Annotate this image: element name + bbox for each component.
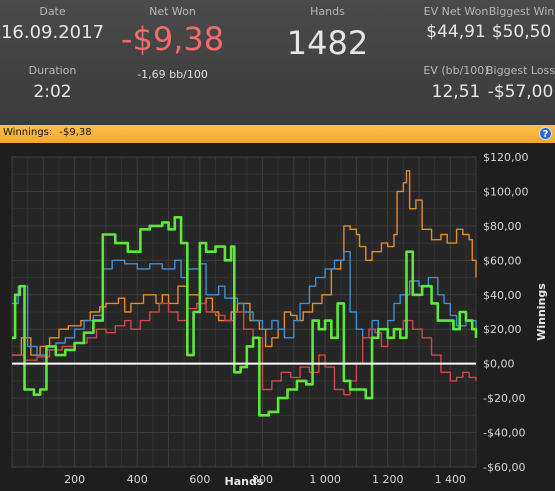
y-tick-label: -$40,00: [483, 427, 525, 440]
y-tick-label: $100,00: [483, 185, 529, 198]
x-tick-label: 400: [127, 473, 148, 486]
y-tick-label: $80,00: [483, 220, 522, 233]
y-tick-label: -$20,00: [483, 392, 525, 405]
duration-label: Duration: [28, 64, 77, 77]
y-axis-title: Winnings: [535, 283, 548, 341]
ev-net-won-value: $44,91: [426, 22, 486, 42]
y-tick-label: $0,00: [483, 358, 515, 371]
hands-label: Hands: [310, 5, 345, 18]
biggest-loss-label: Biggest Loss: [486, 64, 555, 77]
duration-value: 2:02: [33, 82, 72, 102]
y-tick-label: $20,00: [483, 323, 522, 336]
x-tick-label: 200: [64, 473, 85, 486]
x-tick-label: 1 200: [372, 473, 404, 486]
series-line-red: [12, 302, 477, 396]
series-line-blue: [12, 251, 477, 356]
stats-panel: Date 16.09.2017 Duration 2:02 Net Won -$…: [0, 0, 555, 125]
biggest-win-label: Biggest Win: [488, 5, 555, 18]
date-value: 16.09.2017: [0, 22, 105, 43]
x-tick-label: 1 000: [309, 473, 341, 486]
x-axis-title: Hands: [225, 475, 264, 488]
winnings-caption: Winnings: -$9,38: [3, 127, 92, 138]
y-tick-label: -$60,00: [483, 461, 525, 474]
date-label: Date: [39, 5, 66, 18]
ev-net-won-label: EV Net Won: [423, 5, 489, 18]
net-won-label: Net Won: [149, 5, 196, 18]
series-line-green: [12, 215, 478, 417]
hands-value: 1482: [286, 24, 369, 62]
x-tick-label: 600: [189, 473, 210, 486]
winnings-value: -$9,38: [59, 127, 92, 138]
ev-bb100-value: 12,51: [431, 82, 481, 102]
y-tick-label: $40,00: [483, 289, 522, 302]
ev-bb100-label: EV (bb/100): [423, 64, 489, 77]
x-tick-label: 800: [252, 473, 273, 486]
winnings-chart: -$60,00 -$40,00 -$20,00 $0,00 $20,00 $40,00 $6…: [11, 151, 548, 488]
biggest-loss-value: -$57,00: [487, 82, 554, 102]
winnings-label: Winnings:: [3, 127, 53, 138]
biggest-win-value: $50,50: [491, 22, 552, 42]
x-tick-label: 1 400: [435, 473, 467, 486]
y-tick-label: $60,00: [483, 254, 522, 267]
net-won-bb100: -1,69 bb/100: [137, 68, 208, 81]
help-icon[interactable]: ?: [539, 127, 552, 140]
winnings-bar: Winnings: -$9,38 ?: [0, 125, 555, 143]
net-won-value: -$9,38: [120, 20, 225, 58]
y-tick-label: $120,00: [483, 151, 529, 164]
